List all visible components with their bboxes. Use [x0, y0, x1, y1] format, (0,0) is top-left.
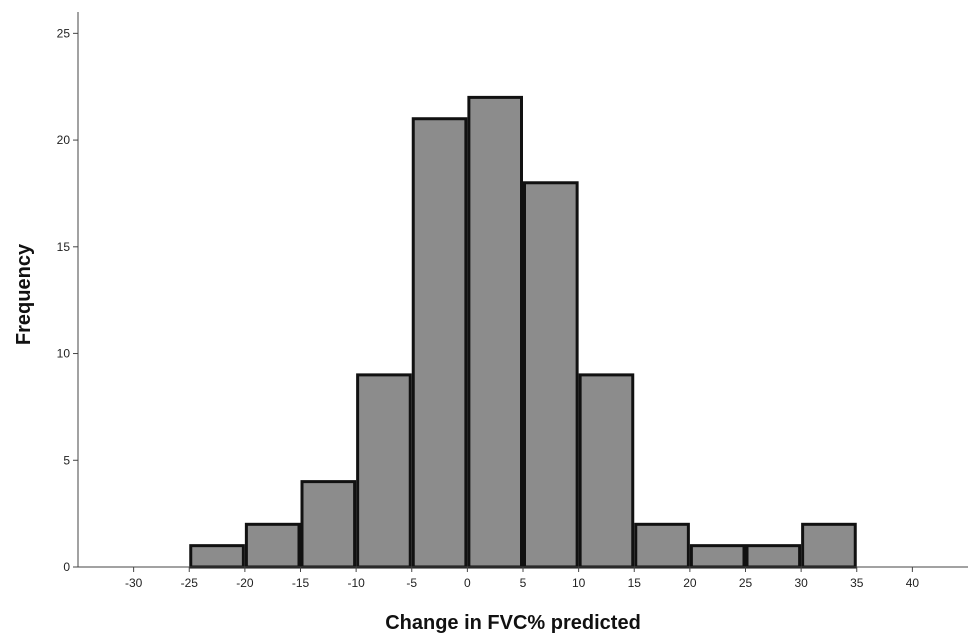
- y-tick-label: 0: [63, 560, 70, 574]
- histogram-bar: [302, 482, 355, 567]
- x-tick-label: 10: [572, 576, 586, 590]
- x-tick-label: 35: [850, 576, 864, 590]
- x-tick-label: -25: [181, 576, 199, 590]
- histogram-bar: [191, 546, 244, 567]
- histogram-bar: [747, 546, 800, 567]
- x-tick-label: -30: [125, 576, 143, 590]
- histogram-bar: [691, 546, 744, 567]
- y-axis-ticks: 0 5 10 15 20 25: [57, 26, 78, 574]
- x-axis-ticks: -30 -25 -20 -15 -10 -5 0 5 10 15 20 25 30 35 40: [125, 567, 919, 590]
- x-tick-label: 15: [628, 576, 642, 590]
- y-tick-label: 15: [57, 240, 71, 254]
- x-axis-title: Change in FVC% predicted: [385, 612, 641, 634]
- histogram-bar: [580, 375, 633, 567]
- x-tick-label: -5: [406, 576, 417, 590]
- y-axis-title: Frequency: [13, 243, 35, 345]
- histogram-bar: [358, 375, 411, 567]
- x-tick-label: -20: [236, 576, 254, 590]
- histogram-bars: [191, 97, 856, 567]
- histogram-bar: [803, 524, 856, 567]
- x-tick-label: 20: [683, 576, 697, 590]
- x-tick-label: 30: [794, 576, 808, 590]
- histogram-bar: [246, 524, 299, 567]
- histogram-bar: [525, 183, 578, 567]
- y-tick-label: 25: [57, 26, 71, 40]
- histogram-bar: [469, 97, 522, 567]
- x-tick-label: 0: [464, 576, 471, 590]
- x-tick-label: -15: [292, 576, 310, 590]
- y-tick-label: 20: [57, 133, 71, 147]
- y-tick-label: 10: [57, 347, 71, 361]
- histogram-bar: [413, 119, 466, 567]
- x-tick-label: 40: [906, 576, 920, 590]
- x-tick-label: 5: [520, 576, 527, 590]
- y-tick-label: 5: [63, 453, 70, 467]
- x-tick-label: 25: [739, 576, 753, 590]
- x-tick-label: -10: [347, 576, 365, 590]
- histogram-bar: [636, 524, 689, 567]
